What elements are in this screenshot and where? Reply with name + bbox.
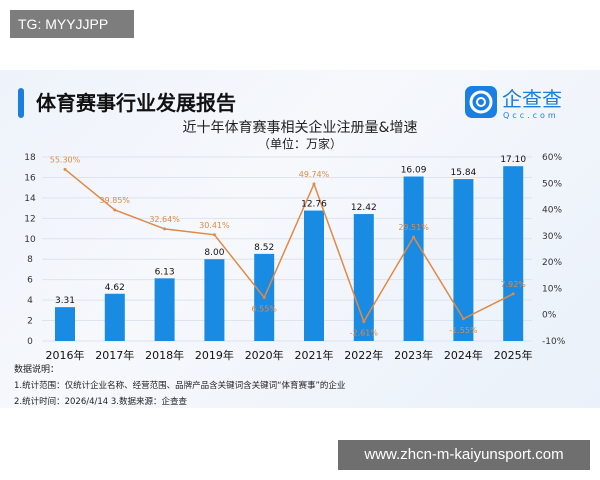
growth-rate-label: 6.55% (251, 304, 277, 313)
growth-rate-label: 30.41% (199, 221, 230, 230)
chart-subtitle: （单位：万家） (258, 136, 342, 151)
y-right-tick: 60% (542, 153, 562, 163)
x-tick: 2018年 (145, 348, 184, 362)
qcc-logo: 企查查 Qcc.com (465, 86, 562, 120)
x-tick: 2022年 (344, 348, 383, 362)
y-left-tick: 8 (27, 255, 33, 265)
bottom-watermark: www.zhcn-m-kaiyunsport.com (338, 440, 590, 470)
x-tick: 2023年 (394, 348, 433, 362)
bar (204, 259, 225, 341)
x-tick: 2025年 (494, 348, 533, 362)
growth-rate-point (511, 292, 515, 296)
y-left-tick: 12 (24, 214, 35, 224)
y-left-tick: 2 (27, 317, 33, 327)
growth-rate-label: 49.74% (299, 170, 330, 179)
y-left-tick: 6 (27, 276, 33, 286)
growth-rate-point (312, 182, 316, 186)
growth-rate-point (461, 317, 465, 321)
growth-rate-label: -2.61% (350, 329, 379, 338)
x-tick: 2021年 (295, 348, 334, 362)
bar (503, 166, 524, 341)
report-title: 体育赛事行业发展报告 (36, 91, 236, 115)
growth-rate-label: 32.64% (149, 215, 180, 224)
y-right-tick: -10% (542, 337, 566, 347)
bar-value-label: 15.84 (451, 168, 477, 178)
growth-rate-line (64, 168, 514, 324)
growth-rate-point (163, 227, 167, 231)
growth-rate-point (262, 295, 266, 299)
bar (104, 293, 125, 341)
y-left-tick: 18 (24, 153, 36, 163)
growth-rate-label: 29.51% (398, 223, 429, 232)
growth-rate-point (412, 235, 416, 239)
qcc-logo-name: 企查查 (502, 87, 562, 111)
bar-value-label: 6.13 (155, 267, 175, 277)
y-right-tick: 50% (542, 179, 562, 189)
bar-value-label: 12.42 (351, 203, 377, 213)
growth-rate-point (212, 233, 216, 237)
y-right-tick: 10% (542, 284, 562, 294)
notes-line-2: 2.统计时间：2026/4/14 3.数据来源：企查查 (14, 396, 188, 407)
y-left-tick: 14 (24, 194, 36, 204)
bar-value-label: 3.31 (55, 296, 75, 306)
growth-rate-point (362, 320, 366, 324)
bar (403, 176, 424, 341)
y-right-tick: 40% (542, 206, 562, 216)
growth-rate-point (63, 167, 67, 171)
bar (304, 210, 324, 341)
growth-rate-label: 7.92% (500, 280, 526, 289)
bar-value-label: 8.00 (204, 248, 224, 258)
x-tick: 2017年 (95, 348, 134, 362)
y-left-tick: 0 (27, 337, 33, 347)
bar (453, 179, 474, 341)
bar-value-label: 17.10 (500, 155, 526, 165)
y-right-tick: 0% (542, 311, 557, 321)
y-left-tick: 10 (24, 235, 36, 245)
x-tick: 2016年 (46, 348, 85, 362)
bar (55, 307, 75, 341)
growth-rate-label: 39.85% (100, 196, 131, 205)
notes-line-1: 1.统计范围：仅统计企业名称、经营范围、品牌产品含关键词含关键词“体育赛事”的企… (14, 380, 345, 391)
bar (154, 278, 175, 341)
bar-value-label: 16.09 (401, 166, 427, 176)
chart-title: 近十年体育赛事相关企业注册量&增速 (183, 119, 418, 136)
x-tick: 2024年 (444, 348, 483, 362)
y-right-tick: 30% (542, 232, 562, 242)
qcc-logo-domain: Qcc.com (503, 111, 559, 120)
growth-rate-point (113, 208, 117, 212)
x-tick: 2020年 (245, 348, 284, 362)
bar-value-label: 12.76 (301, 200, 327, 210)
y-right-tick: 20% (542, 258, 562, 268)
title-accent-bar (18, 88, 24, 118)
x-tick: 2019年 (195, 348, 234, 362)
y-left-tick: 4 (27, 296, 33, 306)
top-watermark: TG: MYYJJPP (10, 10, 134, 38)
notes-heading: 数据说明： (14, 363, 59, 375)
y-left-tick: 16 (24, 173, 36, 183)
bar-value-label: 8.52 (254, 243, 274, 253)
bar-value-label: 4.62 (105, 283, 125, 293)
growth-rate-label: 55.30% (50, 155, 81, 164)
growth-rate-label: -1.55% (449, 326, 478, 335)
